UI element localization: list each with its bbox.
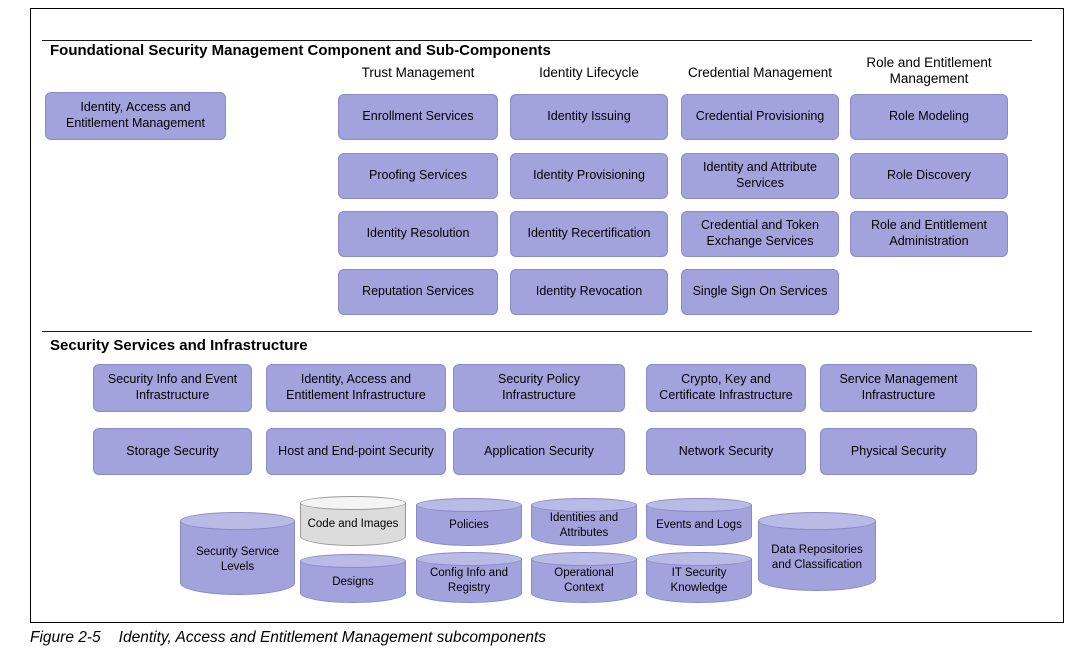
cylinder-body: [758, 521, 876, 591]
repo-label: IT Security Knowledge: [670, 567, 728, 594]
figure-caption: Figure 2-5 Identity, Access and Entitleme…: [30, 629, 546, 647]
column-header-trust-management: Trust Management: [361, 65, 475, 80]
node-identity-resolution: Identity Resolution: [338, 211, 498, 257]
node-network-security: Network Security: [646, 428, 806, 475]
node-physical-security: Physical Security: [820, 428, 977, 475]
cylinder-top: [416, 498, 522, 512]
column-header-role-entitlement: Role and Entitlement Management: [866, 55, 992, 87]
cylinder-body: [416, 559, 522, 603]
repo-operational-context: Operational Context: [531, 552, 637, 603]
node-enrollment-services: Enrollment Services: [338, 94, 498, 140]
node-identity-attribute-services: Identity and Attribute Services: [681, 153, 839, 199]
node-identity-provisioning: Identity Provisioning: [510, 153, 668, 199]
node-crypto-key-certificate-infrastructure: Crypto, Key and Certificate Infrastructu…: [646, 364, 806, 412]
node-application-security: Application Security: [453, 428, 625, 475]
repo-label: Code and Images: [307, 518, 399, 531]
node-proofing-services: Proofing Services: [338, 153, 498, 199]
cylinder-top: [531, 498, 637, 512]
node-role-entitlement-administration: Role and Entitlement Administration: [850, 211, 1008, 257]
repo-code-and-images: Code and Images: [300, 496, 406, 546]
cylinder-top: [758, 512, 876, 530]
node-storage-security: Storage Security: [93, 428, 252, 475]
node-role-modeling: Role Modeling: [850, 94, 1008, 140]
top-section-title: Foundational Security Management Compone…: [50, 42, 551, 59]
repo-label: Operational Context: [554, 567, 614, 594]
repo-label: Identities and Attributes: [549, 511, 619, 539]
cylinder-body: [531, 559, 637, 603]
node-service-management-infrastructure: Service Management Infrastructure: [820, 364, 977, 412]
column-header-identity-lifecycle: Identity Lifecycle: [539, 65, 639, 80]
repo-it-security-knowledge: IT Security Knowledge: [646, 552, 752, 603]
node-role-discovery: Role Discovery: [850, 153, 1008, 199]
node-security-info-event-infrastructure: Security Info and Event Infrastructure: [93, 364, 252, 412]
cylinder-body: [180, 521, 295, 595]
node-single-sign-on-services: Single Sign On Services: [681, 269, 839, 315]
cylinder-top: [531, 552, 637, 566]
cylinder-body: [646, 559, 752, 603]
cylinder-top: [416, 552, 522, 566]
repo-label: Config Info and Registry: [429, 567, 508, 594]
repo-label: Policies: [449, 519, 489, 532]
repo-label: Designs: [332, 575, 374, 588]
cylinder-top: [646, 552, 752, 566]
repo-config-info-registry: Config Info and Registry: [416, 552, 522, 603]
node-identity-recertification: Identity Recertification: [510, 211, 668, 257]
top-section-rule: [42, 40, 1032, 41]
infra-section-rule: [42, 331, 1032, 332]
node-credential-token-exchange-services: Credential and Token Exchange Services: [681, 211, 839, 257]
figure-caption-text: Identity, Access and Entitlement Managem…: [118, 629, 547, 646]
node-identity-issuing: Identity Issuing: [510, 94, 668, 140]
repo-identities-attributes: Identities and Attributes: [531, 498, 637, 546]
node-reputation-services: Reputation Services: [338, 269, 498, 315]
node-identity-access-entitlement-management: Identity, Access and Entitlement Managem…: [45, 92, 226, 140]
infra-section-title: Security Services and Infrastructure: [50, 337, 308, 354]
repo-designs: Designs: [300, 554, 406, 603]
repo-label: Events and Logs: [656, 519, 742, 532]
cylinder-top: [300, 554, 406, 568]
node-identity-revocation: Identity Revocation: [510, 269, 668, 315]
node-host-endpoint-security: Host and End-point Security: [266, 428, 446, 475]
cylinder-top: [646, 498, 752, 512]
repo-label: Security Service Levels: [195, 545, 280, 573]
node-security-policy-infrastructure: Security Policy Infrastructure: [453, 364, 625, 412]
node-identity-access-entitlement-infrastructure: Identity, Access and Entitlement Infrast…: [266, 364, 446, 412]
cylinder-body: [300, 503, 406, 546]
repo-data-repositories-classification: Data Repositories and Classification: [758, 512, 876, 591]
repo-policies: Policies: [416, 498, 522, 546]
figure-caption-label: Figure 2-5: [30, 629, 101, 646]
node-credential-provisioning: Credential Provisioning: [681, 94, 839, 140]
repo-security-service-levels: Security Service Levels: [180, 512, 295, 595]
cylinder-top: [300, 496, 406, 510]
column-header-credential-management: Credential Management: [687, 65, 833, 80]
cylinder-body: [300, 561, 406, 603]
repo-events-logs: Events and Logs: [646, 498, 752, 546]
repo-label: Data Repositories and Classification: [771, 543, 863, 571]
cylinder-top: [180, 512, 295, 530]
